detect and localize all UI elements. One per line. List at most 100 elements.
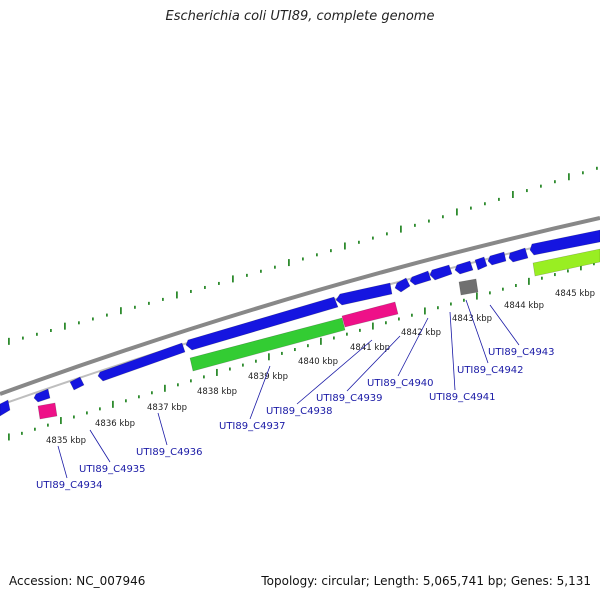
tick-mark	[106, 313, 108, 317]
tick-mark	[34, 427, 36, 431]
gene-arrow-lime[interactable]	[532, 248, 600, 277]
gene-label[interactable]: UTI89_C4943	[488, 347, 555, 358]
tick-mark	[541, 276, 543, 280]
gene-label[interactable]: UTI89_C4940	[367, 378, 434, 389]
tick-mark	[50, 328, 52, 332]
tick-mark	[526, 189, 528, 193]
tick-mark	[470, 206, 472, 210]
tick-mark	[400, 225, 402, 233]
tick-mark	[333, 336, 335, 340]
tick-mark	[274, 265, 276, 269]
tick-mark	[385, 321, 387, 325]
tick-mark	[456, 208, 458, 216]
gene-arrow-pink[interactable]	[37, 402, 58, 420]
tick-mark	[242, 363, 244, 367]
scale-label: 4836 kbp	[95, 419, 135, 429]
tick-mark	[316, 253, 318, 257]
gene-label[interactable]: UTI89_C4935	[79, 464, 146, 475]
tick-mark	[512, 190, 514, 198]
tick-mark	[8, 337, 10, 345]
gene-arrow-blue[interactable]	[454, 260, 474, 275]
tick-mark	[344, 242, 346, 250]
tick-mark	[294, 348, 296, 352]
tick-mark	[73, 415, 75, 419]
gene-arrow-blue[interactable]	[508, 247, 529, 263]
gene-arrow-blue[interactable]	[474, 256, 488, 271]
gene-label[interactable]: UTI89_C4934	[36, 480, 103, 491]
tick-mark	[320, 337, 322, 345]
tick-mark	[498, 197, 500, 201]
tick-mark	[36, 332, 38, 336]
gene-arrow-pink[interactable]	[341, 301, 399, 328]
tick-mark	[190, 289, 192, 293]
gene-arrow-blue[interactable]	[429, 264, 453, 281]
gene-arrow-blue[interactable]	[0, 399, 11, 417]
scale-label: 4835 kbp	[46, 436, 86, 446]
gene-label-leader-line	[489, 304, 520, 346]
tick-mark	[177, 383, 179, 387]
gene-label[interactable]: UTI89_C4937	[219, 421, 286, 432]
gene-label-leader-line	[157, 412, 168, 446]
tick-mark	[568, 173, 570, 181]
scale-label: 4837 kbp	[147, 403, 187, 413]
tick-mark	[8, 433, 10, 441]
scale-label: 4843 kbp	[452, 314, 492, 324]
backbone-outer-line	[0, 216, 600, 396]
gene-arrow-blue[interactable]	[69, 376, 85, 391]
gene-arrow-blue[interactable]	[185, 296, 339, 351]
scale-label: 4838 kbp	[197, 387, 237, 397]
tick-mark	[307, 344, 309, 348]
tick-mark	[386, 232, 388, 236]
scale-label: 4844 kbp	[504, 301, 544, 311]
gene-arrow-blue[interactable]	[97, 342, 186, 382]
gene-arrow-blue[interactable]	[394, 277, 411, 293]
gene-label-leader-line	[249, 365, 271, 420]
gene-arrow-blue[interactable]	[335, 282, 393, 306]
gene-label[interactable]: UTI89_C4936	[136, 447, 203, 458]
tick-mark	[502, 287, 504, 291]
tick-mark	[442, 215, 444, 219]
gene-arrow-blue[interactable]	[487, 251, 507, 266]
gene-label[interactable]: UTI89_C4942	[457, 365, 524, 376]
tick-mark	[359, 328, 361, 332]
gene-label-leader-line	[296, 339, 373, 405]
tick-mark	[540, 184, 542, 188]
tick-mark	[162, 297, 164, 301]
gene-arrow-gray[interactable]	[458, 278, 479, 296]
genome-stats-text: Topology: circular; Length: 5,065,741 bp…	[261, 574, 591, 588]
tick-mark	[64, 322, 66, 330]
tick-mark	[372, 322, 374, 330]
tick-mark	[411, 313, 413, 317]
gene-label[interactable]: UTI89_C4938	[266, 406, 333, 417]
gene-label[interactable]: UTI89_C4941	[429, 392, 496, 403]
tick-mark	[260, 269, 262, 273]
gene-label[interactable]: UTI89_C4939	[316, 393, 383, 404]
gene-arrow-green[interactable]	[189, 317, 346, 372]
gene-arrow-blue[interactable]	[409, 270, 432, 286]
tick-mark	[593, 262, 595, 266]
tick-mark	[398, 317, 400, 321]
gene-label-leader-line	[465, 299, 489, 364]
tick-mark	[437, 306, 439, 310]
tick-mark	[148, 301, 150, 305]
tick-mark	[515, 284, 517, 288]
tick-mark	[281, 351, 283, 355]
gene-label-leader-line	[346, 335, 401, 392]
tick-mark	[288, 259, 290, 267]
gene-label-leader-line	[57, 445, 68, 479]
gene-label-leader-line	[449, 311, 456, 391]
tick-mark	[484, 202, 486, 206]
tick-mark	[476, 292, 478, 300]
gene-arrow-blue[interactable]	[33, 388, 51, 403]
tick-mark	[554, 180, 556, 184]
tick-mark	[22, 336, 24, 340]
tick-mark	[489, 291, 491, 295]
tick-mark	[151, 391, 153, 395]
tick-mark	[302, 257, 304, 261]
tick-mark	[21, 431, 23, 435]
gene-arrow-blue[interactable]	[529, 229, 600, 256]
tick-mark	[99, 407, 101, 411]
scale-label: 4842 kbp	[401, 328, 441, 338]
tick-mark	[218, 281, 220, 285]
